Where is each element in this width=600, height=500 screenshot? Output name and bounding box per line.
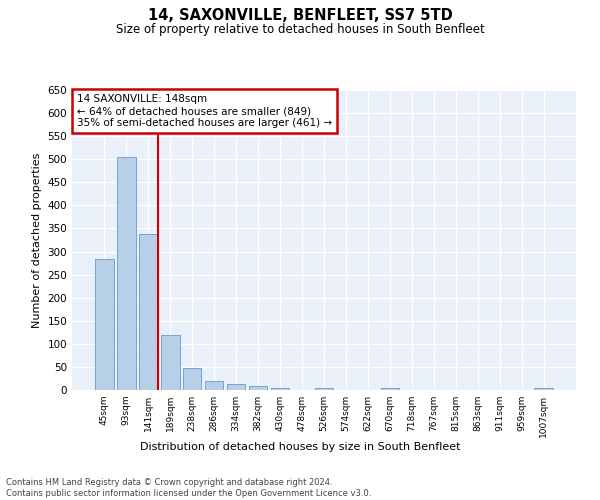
Bar [380, 388, 399, 390]
Bar [205, 381, 223, 390]
Bar [183, 368, 202, 390]
Bar [249, 386, 268, 390]
Bar [271, 388, 289, 390]
Bar [139, 234, 158, 390]
Bar [117, 157, 136, 390]
Bar [95, 260, 113, 390]
Text: 14 SAXONVILLE: 148sqm
← 64% of detached houses are smaller (849)
35% of semi-det: 14 SAXONVILLE: 148sqm ← 64% of detached … [77, 94, 332, 128]
Text: 14, SAXONVILLE, BENFLEET, SS7 5TD: 14, SAXONVILLE, BENFLEET, SS7 5TD [148, 8, 452, 22]
Text: Distribution of detached houses by size in South Benfleet: Distribution of detached houses by size … [140, 442, 460, 452]
Y-axis label: Number of detached properties: Number of detached properties [32, 152, 42, 328]
Bar [314, 388, 334, 390]
Bar [535, 388, 553, 390]
Text: Size of property relative to detached houses in South Benfleet: Size of property relative to detached ho… [116, 22, 484, 36]
Text: Contains HM Land Registry data © Crown copyright and database right 2024.
Contai: Contains HM Land Registry data © Crown c… [6, 478, 371, 498]
Bar [161, 335, 179, 390]
Bar [227, 384, 245, 390]
